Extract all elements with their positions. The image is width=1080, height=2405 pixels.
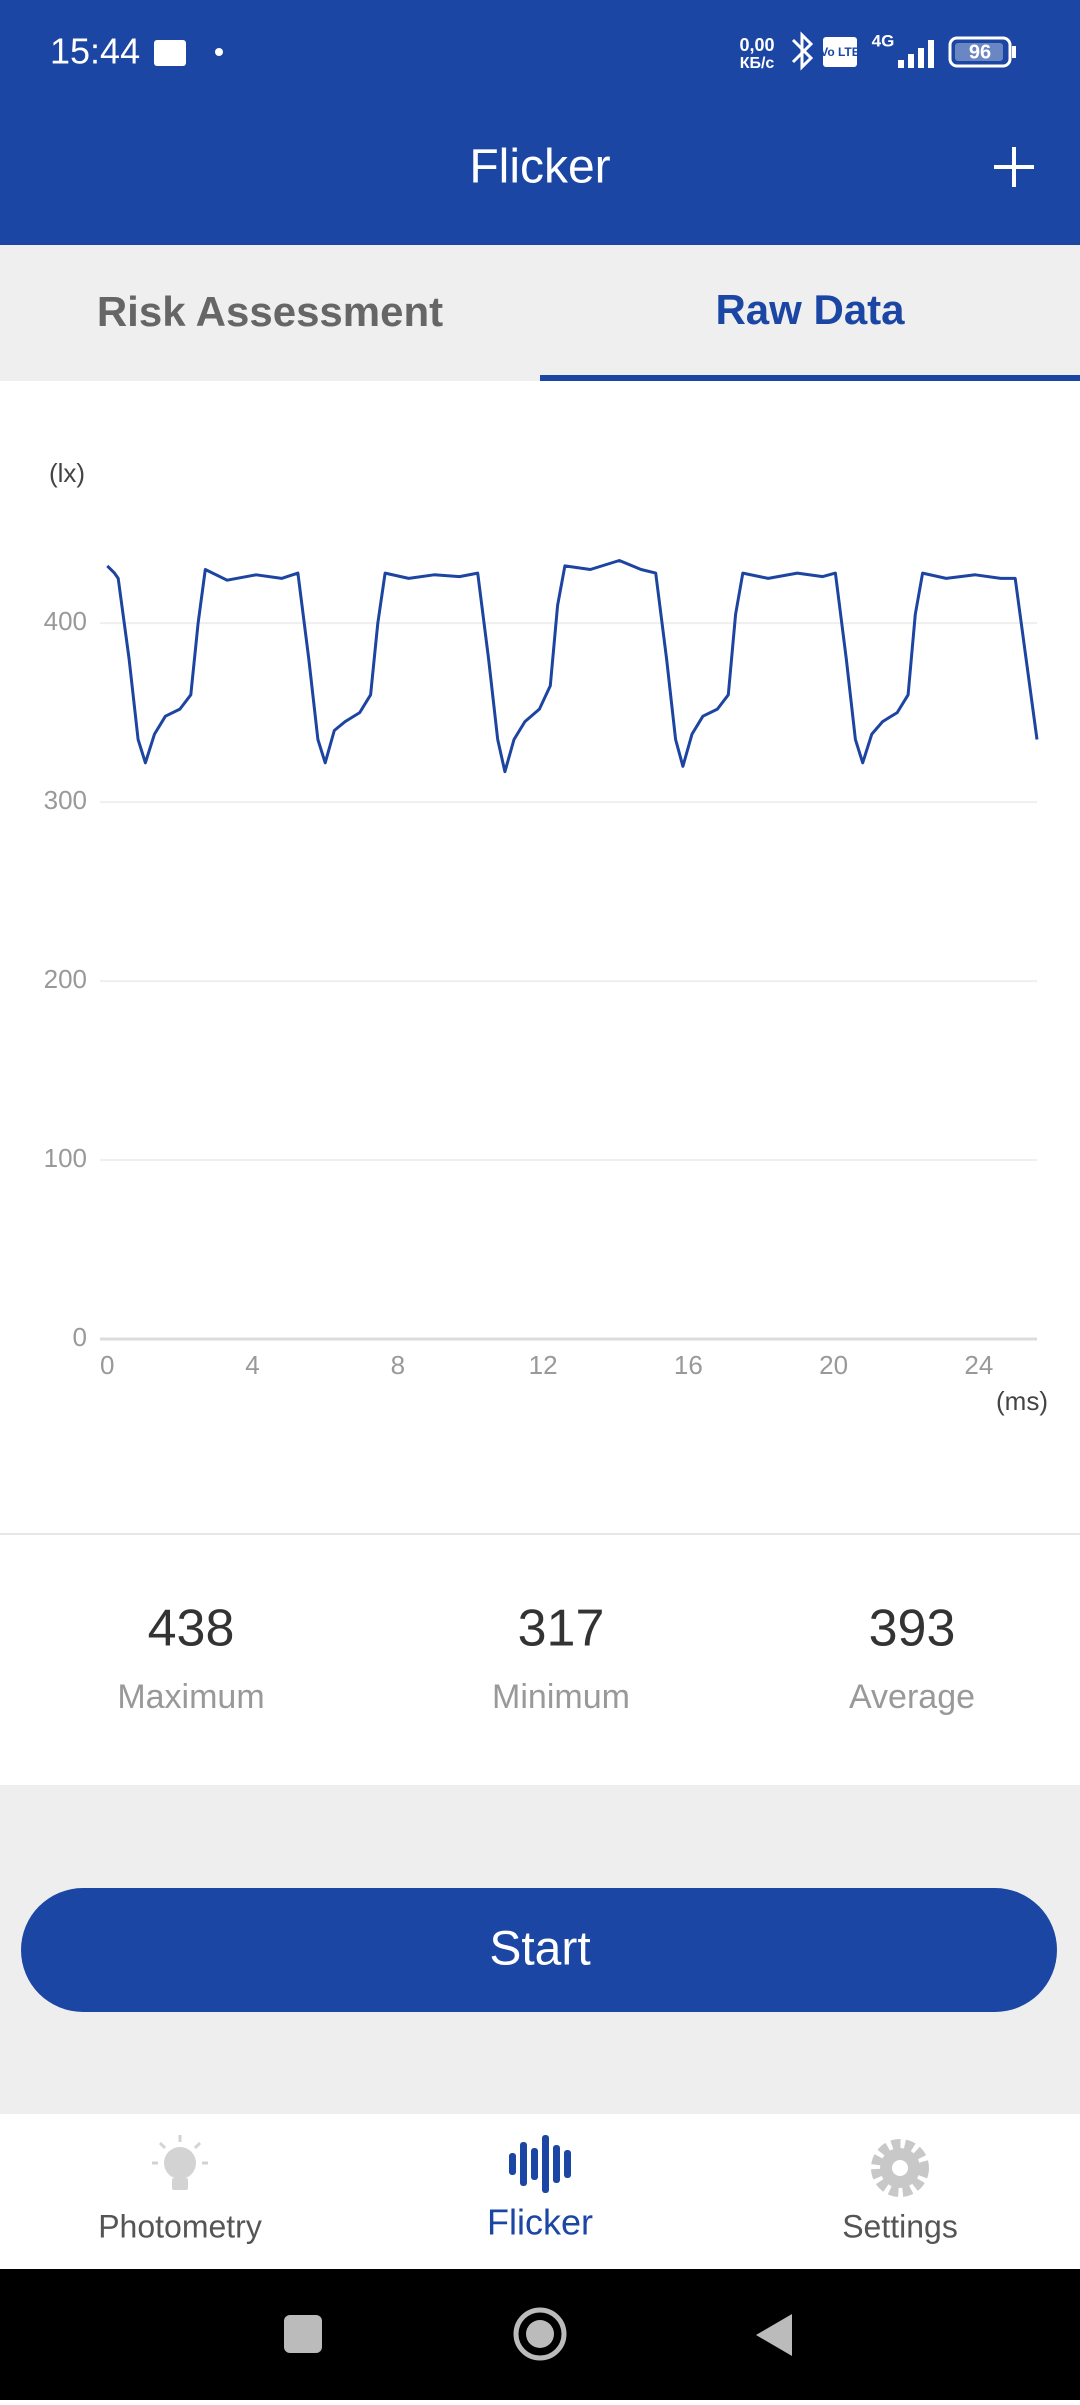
start-button[interactable]	[21, 1888, 1057, 2012]
add-button[interactable]	[994, 147, 1034, 187]
tab-active[interactable]: Raw Data	[715, 286, 905, 333]
x-tick-label: 12	[529, 1350, 558, 1380]
data-line	[106, 559, 1039, 774]
battery-icon	[948, 36, 1012, 68]
y-tick-label: 200	[44, 964, 87, 994]
x-tick-label: 16	[674, 1350, 703, 1380]
x-tick-label: 24	[964, 1350, 993, 1380]
back-button[interactable]	[756, 2314, 792, 2356]
y-tick-label: 0	[73, 1322, 87, 1352]
chart-bg	[0, 381, 1080, 1785]
nav-label-active[interactable]: Flicker	[487, 2202, 593, 2243]
status-icon	[154, 40, 186, 66]
signal-icon	[898, 40, 934, 68]
stat-value: 317	[518, 1600, 605, 1658]
stat-value: 393	[869, 1600, 956, 1658]
x-tick-label: 20	[819, 1350, 848, 1380]
stat-label: Maximum	[117, 1678, 264, 1716]
status-volte: Vo LTE	[820, 45, 860, 59]
tab-bar	[0, 245, 1080, 381]
y-tick-label: 300	[44, 785, 87, 815]
x-tick-label: 0	[100, 1350, 114, 1380]
y-tick-label: 400	[44, 606, 87, 636]
stat-label: Minimum	[492, 1678, 630, 1716]
volte-box	[823, 37, 857, 67]
battery-tip	[1012, 46, 1016, 58]
status-speed: 0,00	[739, 35, 774, 55]
app-bar-bg	[0, 0, 1080, 245]
y-tick-label: 100	[44, 1143, 87, 1173]
flicker-icon[interactable]	[509, 2135, 571, 2193]
tab-indicator	[540, 375, 1080, 381]
status-time: 15:44	[50, 31, 140, 72]
nav-label[interactable]: Settings	[842, 2208, 958, 2244]
home-button[interactable]	[513, 2307, 567, 2361]
start-label: Start	[489, 1923, 590, 1976]
stats: 438 Maximum 317 Minimum 393 Average	[117, 1600, 975, 1716]
stat-value: 438	[148, 1600, 235, 1658]
home-button-dot	[526, 2320, 554, 2348]
recents-button[interactable]	[284, 2315, 322, 2353]
battery-level	[955, 43, 1003, 61]
status-dot	[215, 48, 223, 56]
bottom-nav	[0, 2114, 1080, 2269]
status-speed-unit: КБ/с	[740, 55, 775, 72]
plot: 0 100 200 300 400 0 4 8 12 16 20 24	[44, 559, 1039, 1380]
stat-label: Average	[849, 1678, 975, 1716]
x-tick-label: 4	[245, 1350, 259, 1380]
settings-icon[interactable]	[871, 2139, 929, 2197]
photometry-icon[interactable]	[152, 2135, 208, 2190]
x-tick-label: 8	[391, 1350, 405, 1380]
x-axis-label: (ms)	[996, 1386, 1048, 1416]
status-network: 4G	[872, 31, 895, 50]
y-axis-label: (lx)	[49, 458, 85, 488]
tab[interactable]: Risk Assessment	[97, 288, 443, 335]
bluetooth-icon	[791, 31, 814, 71]
nav-label[interactable]: Photometry	[98, 2208, 262, 2244]
app-title: Flicker	[469, 141, 610, 194]
battery-text: 96	[969, 41, 991, 63]
